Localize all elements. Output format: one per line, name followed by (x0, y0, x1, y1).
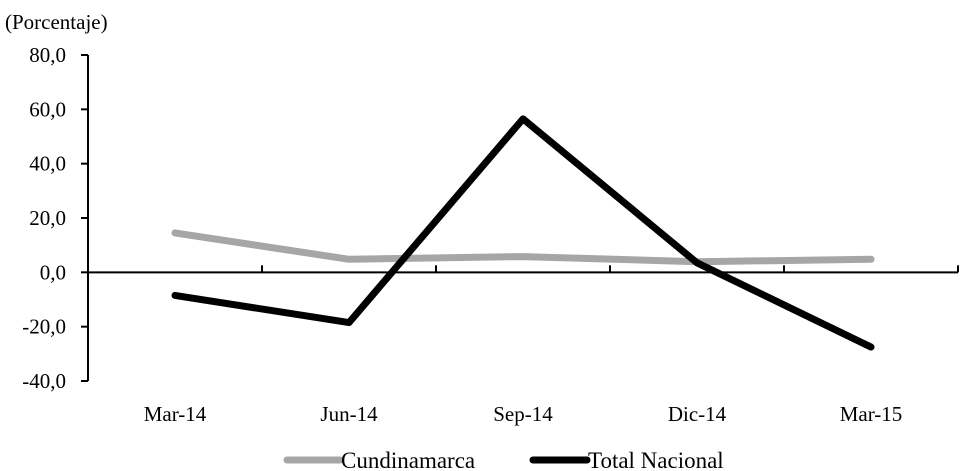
y-tick-label: -20,0 (22, 315, 66, 339)
legend-label-total-nacional: Total Nacional (588, 448, 724, 471)
x-tick-label: Mar-14 (144, 402, 207, 426)
y-tick-label: 40,0 (29, 152, 66, 176)
legend: Cundinamarca Total Nacional (283, 448, 724, 471)
x-tick-label: Dic-14 (668, 402, 727, 426)
x-tick-label: Sep-14 (493, 402, 553, 426)
y-tick-label: 0,0 (40, 260, 66, 284)
y-axis-ticks: 80,0 60,0 40,0 20,0 0,0 -20,0 -40,0 (22, 43, 88, 393)
legend-label-cundinamarca: Cundinamarca (341, 448, 475, 471)
series-layer (171, 115, 875, 351)
x-tick-label: Jun-14 (320, 402, 378, 426)
series-line-cundinamarca (171, 229, 875, 266)
y-tick-label: 20,0 (29, 206, 66, 230)
y-tick-label: 80,0 (29, 43, 66, 67)
axes (87, 55, 958, 381)
series-line-total-nacional (171, 115, 875, 351)
y-unit-label: (Porcentaje) (5, 10, 108, 34)
x-tick-label: Mar-15 (840, 402, 903, 426)
y-tick-label: 60,0 (29, 97, 66, 121)
y-tick-label: -40,0 (22, 369, 66, 393)
x-axis-ticks: Mar-14 Jun-14 Sep-14 Dic-14 Mar-15 (144, 265, 959, 426)
